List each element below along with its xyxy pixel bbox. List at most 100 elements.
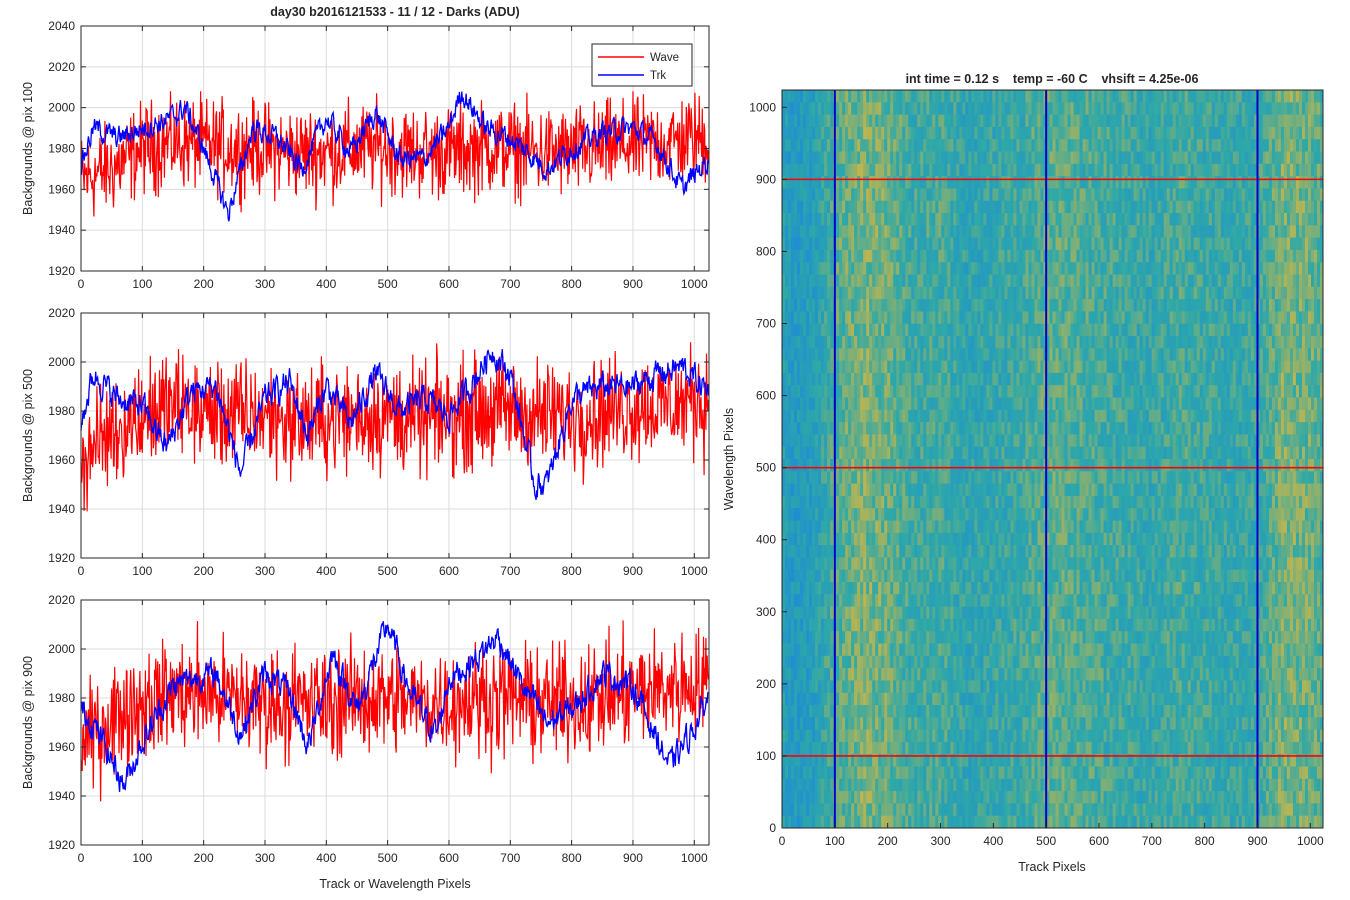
heatmap-cell — [827, 114, 831, 128]
heatmap-cell — [986, 372, 990, 386]
heatmap-cell — [971, 483, 975, 497]
heatmap-cell — [788, 213, 792, 226]
heatmap-cell — [950, 643, 954, 657]
heatmap-cell — [953, 299, 957, 312]
heatmap-cell — [851, 446, 855, 460]
heatmap-cell — [815, 471, 819, 484]
heatmap-cell — [803, 606, 807, 620]
heatmap-cell — [794, 569, 798, 583]
heatmap-cell — [914, 569, 918, 583]
heatmap-cell — [932, 446, 936, 460]
heatmap-cell — [806, 225, 810, 238]
heatmap-cell — [923, 545, 927, 558]
heatmap-cell — [821, 606, 825, 620]
heatmap-cell — [947, 717, 951, 730]
heatmap-cell — [896, 594, 900, 607]
heatmap-cell — [842, 495, 846, 509]
heatmap-cell — [926, 532, 930, 546]
heatmap-cell — [830, 545, 834, 558]
heatmap-cell — [926, 90, 930, 103]
heatmap-cell — [998, 655, 1002, 669]
heatmap-cell — [992, 126, 996, 140]
heatmap-cell — [998, 102, 1002, 115]
heatmap-cell — [935, 717, 939, 730]
heatmap-cell — [887, 459, 891, 472]
heatmap-cell — [839, 668, 843, 681]
heatmap-cell — [989, 508, 993, 521]
heatmap-cell — [929, 495, 933, 509]
heatmap-cell — [1016, 692, 1020, 706]
heatmap-cell — [893, 434, 897, 448]
heatmap-cell — [995, 655, 999, 669]
heatmap-cell — [806, 668, 810, 681]
heatmap-cell — [821, 471, 825, 484]
heatmap-cell — [887, 729, 891, 743]
heatmap-cell — [1001, 262, 1005, 275]
heatmap-cell — [902, 200, 906, 214]
heatmap-cell — [986, 741, 990, 755]
heatmap-cell — [950, 409, 954, 423]
heatmap-cell — [860, 643, 864, 657]
heatmap-cell — [905, 299, 909, 312]
heatmap-cell — [965, 274, 969, 288]
heatmap-cell — [875, 754, 879, 767]
heatmap-cell — [875, 643, 879, 657]
heatmap-cell — [806, 545, 810, 558]
x-tick-label: 100 — [132, 851, 152, 865]
heatmap-cell — [977, 434, 981, 448]
axes-3-ticks: 0 100 200 300 400 500 600 700 800 900 100019201940… — [48, 593, 709, 865]
heatmap-cell — [947, 508, 951, 521]
heatmap-cell — [797, 631, 801, 644]
heatmap-cell — [854, 815, 858, 829]
heatmap-cell — [839, 286, 843, 300]
heatmap-cell — [857, 237, 861, 251]
heatmap-cell — [878, 741, 882, 755]
heatmap-cell — [911, 668, 915, 681]
heatmap-cell — [812, 446, 816, 460]
heatmap-cell — [827, 705, 831, 718]
heatmap-cell — [977, 508, 981, 521]
heatmap-cell — [836, 372, 840, 386]
heatmap-cell — [884, 348, 888, 361]
heatmap-cell — [995, 815, 999, 829]
heatmap-cell — [950, 200, 954, 214]
heatmap-cell — [803, 582, 807, 595]
heatmap-cell — [974, 102, 978, 115]
heatmap-cell — [899, 483, 903, 497]
heatmap-cell — [869, 163, 873, 177]
heatmap-cell — [914, 188, 918, 202]
heatmap-cell — [935, 126, 939, 140]
heatmap-cell — [974, 90, 978, 103]
heatmap-cell — [968, 397, 972, 411]
heatmap-cell — [968, 360, 972, 374]
heatmap-cell — [827, 668, 831, 681]
heatmap-cell — [1010, 508, 1014, 521]
heatmap-cell — [995, 483, 999, 497]
heatmap-cell — [818, 114, 822, 128]
heatmap-cell — [821, 692, 825, 706]
heatmap-cell — [875, 126, 879, 140]
heatmap-cell — [824, 422, 828, 435]
heatmap-cell — [782, 323, 786, 337]
heatmap-cell — [941, 471, 945, 484]
heatmap-cell — [1016, 741, 1020, 755]
heatmap-cell — [929, 545, 933, 558]
heatmap-cell — [944, 766, 948, 780]
heatmap-cell — [914, 545, 918, 558]
heatmap-cell — [989, 532, 993, 546]
heatmap-cell — [821, 803, 825, 817]
heatmap-cell — [1013, 729, 1017, 743]
heatmap-cell — [935, 409, 939, 423]
heatmap-cell — [977, 520, 981, 534]
heatmap-cell — [911, 471, 915, 484]
heatmap-cell — [926, 545, 930, 558]
heatmap-cell — [1013, 483, 1017, 497]
heatmap-cell — [803, 791, 807, 804]
heatmap-cell — [905, 348, 909, 361]
heatmap-cell — [815, 90, 819, 103]
heatmap-cell — [974, 262, 978, 275]
heatmap-cell — [980, 422, 984, 435]
heatmap-cell — [944, 446, 948, 460]
heatmap-cell — [842, 126, 846, 140]
heatmap-cell — [809, 360, 813, 374]
